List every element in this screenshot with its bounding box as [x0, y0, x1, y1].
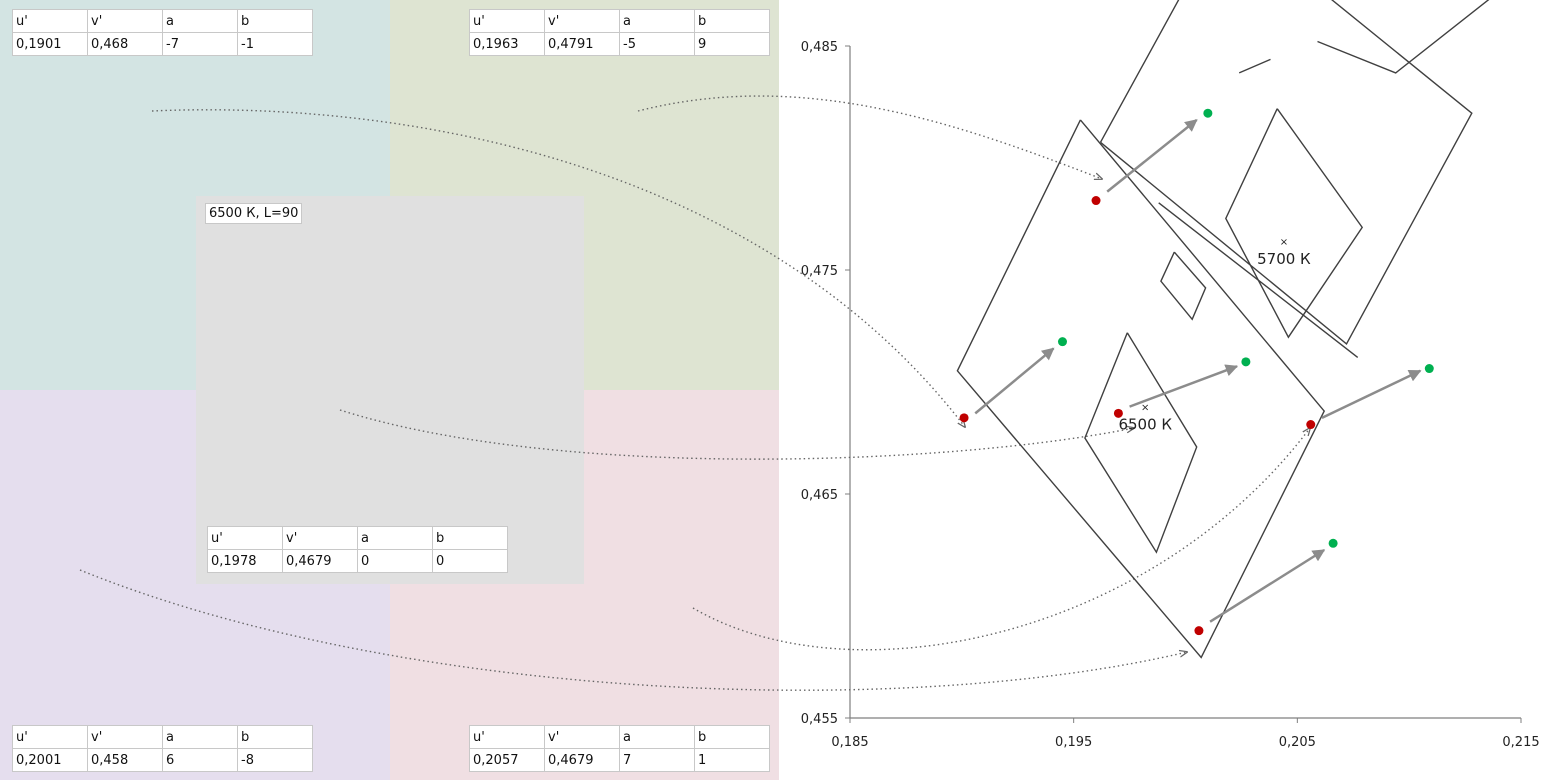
- table-row: 0,1901 0,468 -7 -1: [12, 32, 313, 56]
- table-row: 0,1978 0,4679 0 0: [207, 549, 508, 573]
- table-header-cell: u': [469, 725, 545, 749]
- values-table-top-left: u' v' a b 0,1901 0,468 -7 -1: [12, 9, 313, 56]
- data-point-red: [959, 413, 969, 423]
- table-row: 0,2057 0,4679 7 1: [469, 748, 770, 772]
- annotation-marker: ×: [1141, 403, 1149, 414]
- chart-background: [779, 0, 1560, 780]
- shift-arrow: [1106, 118, 1198, 193]
- connector-curve: [339, 409, 1134, 460]
- table-header-cell: a: [619, 9, 695, 33]
- y-tick-label: 0,465: [801, 488, 838, 503]
- data-point-green: [1057, 337, 1067, 347]
- data-point-red: [1113, 408, 1123, 418]
- x-tick-label: 0,185: [831, 735, 868, 750]
- table-cell: 0,1901: [12, 32, 88, 56]
- tolerance-outline: [956, 119, 1326, 659]
- shift-arrow: [1321, 369, 1422, 419]
- shift-arrow: [1209, 548, 1326, 623]
- y-tick-label: 0,475: [801, 264, 838, 279]
- table-cell: -7: [162, 32, 238, 56]
- values-table-top-right: u' v' a b 0,1963 0,4791 -5 9: [469, 9, 770, 56]
- tolerance-outline: [1099, 0, 1473, 345]
- table-header-cell: v': [87, 9, 163, 33]
- data-point-green: [1424, 364, 1434, 374]
- connector-curve: [692, 428, 1310, 651]
- connector-curve: [151, 109, 965, 427]
- table-cell: 0,458: [87, 748, 163, 772]
- table-cell: 0,468: [87, 32, 163, 56]
- table-header-cell: a: [162, 725, 238, 749]
- values-table-bottom-left: u' v' a b 0,2001 0,458 6 -8: [12, 725, 313, 772]
- table-header-cell: v': [282, 526, 358, 550]
- center-label: 6500 К, L=90: [205, 203, 303, 224]
- table-cell: -5: [619, 32, 695, 56]
- table-cell: 0,4679: [544, 748, 620, 772]
- table-cell: 9: [694, 32, 770, 56]
- table-header-row: u' v' a b: [207, 526, 508, 550]
- table-header-cell: u': [12, 9, 88, 33]
- annotation-label: 6500 К: [1118, 416, 1172, 434]
- connector-curve: [79, 569, 1187, 691]
- data-point-red: [1306, 420, 1316, 430]
- table-header-cell: u': [469, 9, 545, 33]
- table-header-cell: a: [162, 9, 238, 33]
- shift-arrow: [1129, 364, 1239, 408]
- table-cell: -1: [237, 32, 313, 56]
- table-cell: 0,2057: [469, 748, 545, 772]
- center-color-panel: [196, 196, 584, 584]
- y-tick-label: 0,485: [801, 40, 838, 55]
- table-cell: 0,2001: [12, 748, 88, 772]
- table-cell: 0,1978: [207, 549, 283, 573]
- annotation-label: 5700 К: [1257, 250, 1311, 268]
- tolerance-outline: [1084, 332, 1198, 554]
- tolerance-outline: [1238, 58, 1271, 74]
- table-row: 0,1963 0,4791 -5 9: [469, 32, 770, 56]
- annotation-marker: ×: [1280, 237, 1288, 248]
- tolerance-outline: [1317, 0, 1490, 74]
- table-header-row: u' v' a b: [12, 725, 313, 749]
- table-cell: 0,4791: [544, 32, 620, 56]
- table-header-cell: a: [619, 725, 695, 749]
- table-header-cell: b: [432, 526, 508, 550]
- data-point-green: [1203, 108, 1213, 118]
- x-tick-label: 0,195: [1055, 735, 1092, 750]
- data-point-green: [1241, 357, 1251, 367]
- tolerance-outline: [1225, 108, 1364, 339]
- values-table-center: u' v' a b 0,1978 0,4679 0 0: [207, 526, 508, 573]
- table-cell: 6: [162, 748, 238, 772]
- table-header-row: u' v' a b: [469, 9, 770, 33]
- shift-arrow: [974, 347, 1055, 415]
- table-cell: 0: [432, 549, 508, 573]
- x-tick-label: 0,215: [1502, 735, 1539, 750]
- table-header-cell: b: [237, 9, 313, 33]
- data-point-green: [1328, 538, 1338, 548]
- table-row: 0,2001 0,458 6 -8: [12, 748, 313, 772]
- table-cell: 7: [619, 748, 695, 772]
- tolerance-outline: [1160, 251, 1207, 321]
- x-tick-label: 0,205: [1279, 735, 1316, 750]
- data-point-red: [1091, 196, 1101, 206]
- table-cell: 1: [694, 748, 770, 772]
- values-table-bottom-right: u' v' a b 0,2057 0,4679 7 1: [469, 725, 770, 772]
- table-cell: -8: [237, 748, 313, 772]
- data-point-red: [1194, 626, 1204, 636]
- table-header-row: u' v' a b: [12, 9, 313, 33]
- connector-curve: [637, 95, 1102, 179]
- table-cell: 0: [357, 549, 433, 573]
- y-tick-label: 0,455: [801, 712, 838, 727]
